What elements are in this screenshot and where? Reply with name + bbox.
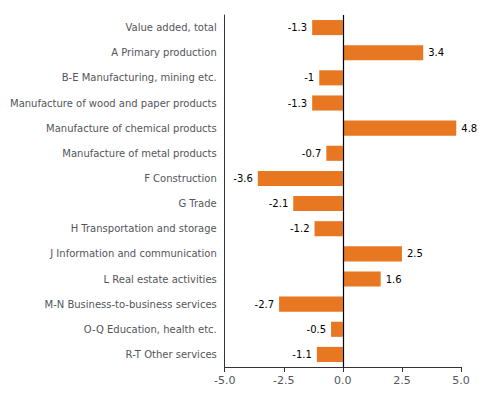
svg-text:Value added, total: Value added, total: [126, 22, 217, 33]
svg-text:-1.3: -1.3: [288, 22, 308, 33]
svg-text:Manufacture of wood and paper: Manufacture of wood and paper products: [10, 98, 217, 109]
svg-text:-1.2: -1.2: [290, 223, 310, 234]
svg-text:Manufacture of chemical produc: Manufacture of chemical products: [46, 123, 217, 134]
svg-text:O-Q Education, health etc.: O-Q Education, health etc.: [84, 324, 217, 335]
svg-text:-5.0: -5.0: [214, 374, 235, 387]
svg-text:-2.7: -2.7: [255, 299, 275, 310]
svg-text:5.0: 5.0: [452, 374, 470, 387]
svg-text:G Trade: G Trade: [178, 198, 216, 209]
svg-text:H Transportation and storage: H Transportation and storage: [71, 223, 217, 234]
svg-text:A Primary production: A Primary production: [111, 47, 217, 58]
svg-text:-0.5: -0.5: [307, 324, 327, 335]
svg-text:M-N Business-to-business servi: M-N Business-to-business services: [45, 299, 217, 310]
svg-text:R-T Other services: R-T Other services: [126, 349, 217, 360]
svg-text:Manufacture of metal products: Manufacture of metal products: [62, 148, 216, 159]
svg-text:2.5: 2.5: [393, 374, 411, 387]
svg-text:L Real estate activities: L Real estate activities: [104, 274, 217, 285]
svg-text:-3.6: -3.6: [233, 173, 253, 184]
svg-text:4.8: 4.8: [461, 123, 477, 134]
svg-text:F Construction: F Construction: [144, 173, 217, 184]
svg-text:-1.1: -1.1: [292, 349, 312, 360]
svg-text:3.4: 3.4: [428, 47, 444, 58]
svg-text:2.5: 2.5: [407, 248, 423, 259]
svg-text:-1: -1: [304, 72, 314, 83]
svg-text:-0.7: -0.7: [302, 148, 322, 159]
svg-text:-1.3: -1.3: [288, 98, 308, 109]
svg-text:0.0: 0.0: [334, 374, 352, 387]
svg-text:1.6: 1.6: [386, 274, 402, 285]
svg-text:-2.5: -2.5: [273, 374, 294, 387]
svg-text:J Information and communicatio: J Information and communication: [49, 248, 217, 259]
svg-text:-2.1: -2.1: [269, 198, 289, 209]
svg-text:B-E Manufacturing, mining etc.: B-E Manufacturing, mining etc.: [62, 72, 217, 83]
